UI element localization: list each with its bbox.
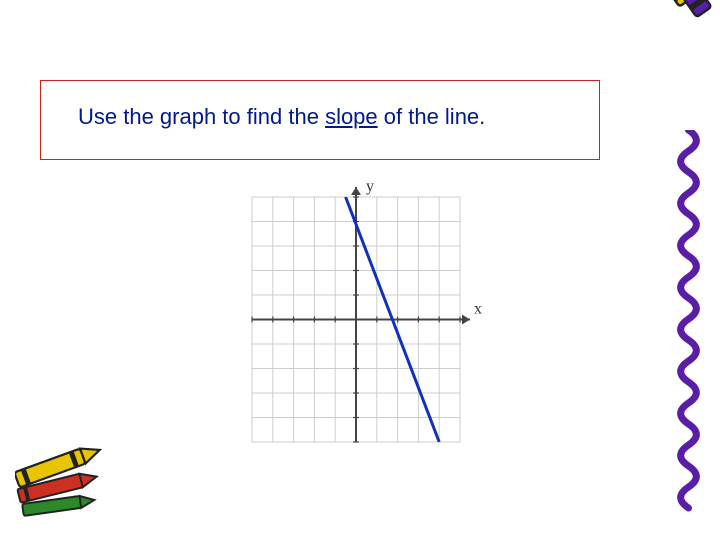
crayons-bottom-left-icon — [15, 440, 120, 535]
instruction-before: Use the graph to find the — [78, 104, 325, 129]
svg-text:x: x — [474, 301, 482, 318]
crayons-top-right-icon — [590, 0, 720, 122]
svg-text:y: y — [366, 178, 374, 195]
instruction-text: Use the graph to find the slope of the l… — [78, 104, 485, 130]
instruction-after: of the line. — [378, 104, 486, 129]
squiggle-right-icon — [666, 130, 711, 525]
instruction-underlined: slope — [325, 104, 378, 129]
slope-graph: yx — [230, 175, 490, 460]
